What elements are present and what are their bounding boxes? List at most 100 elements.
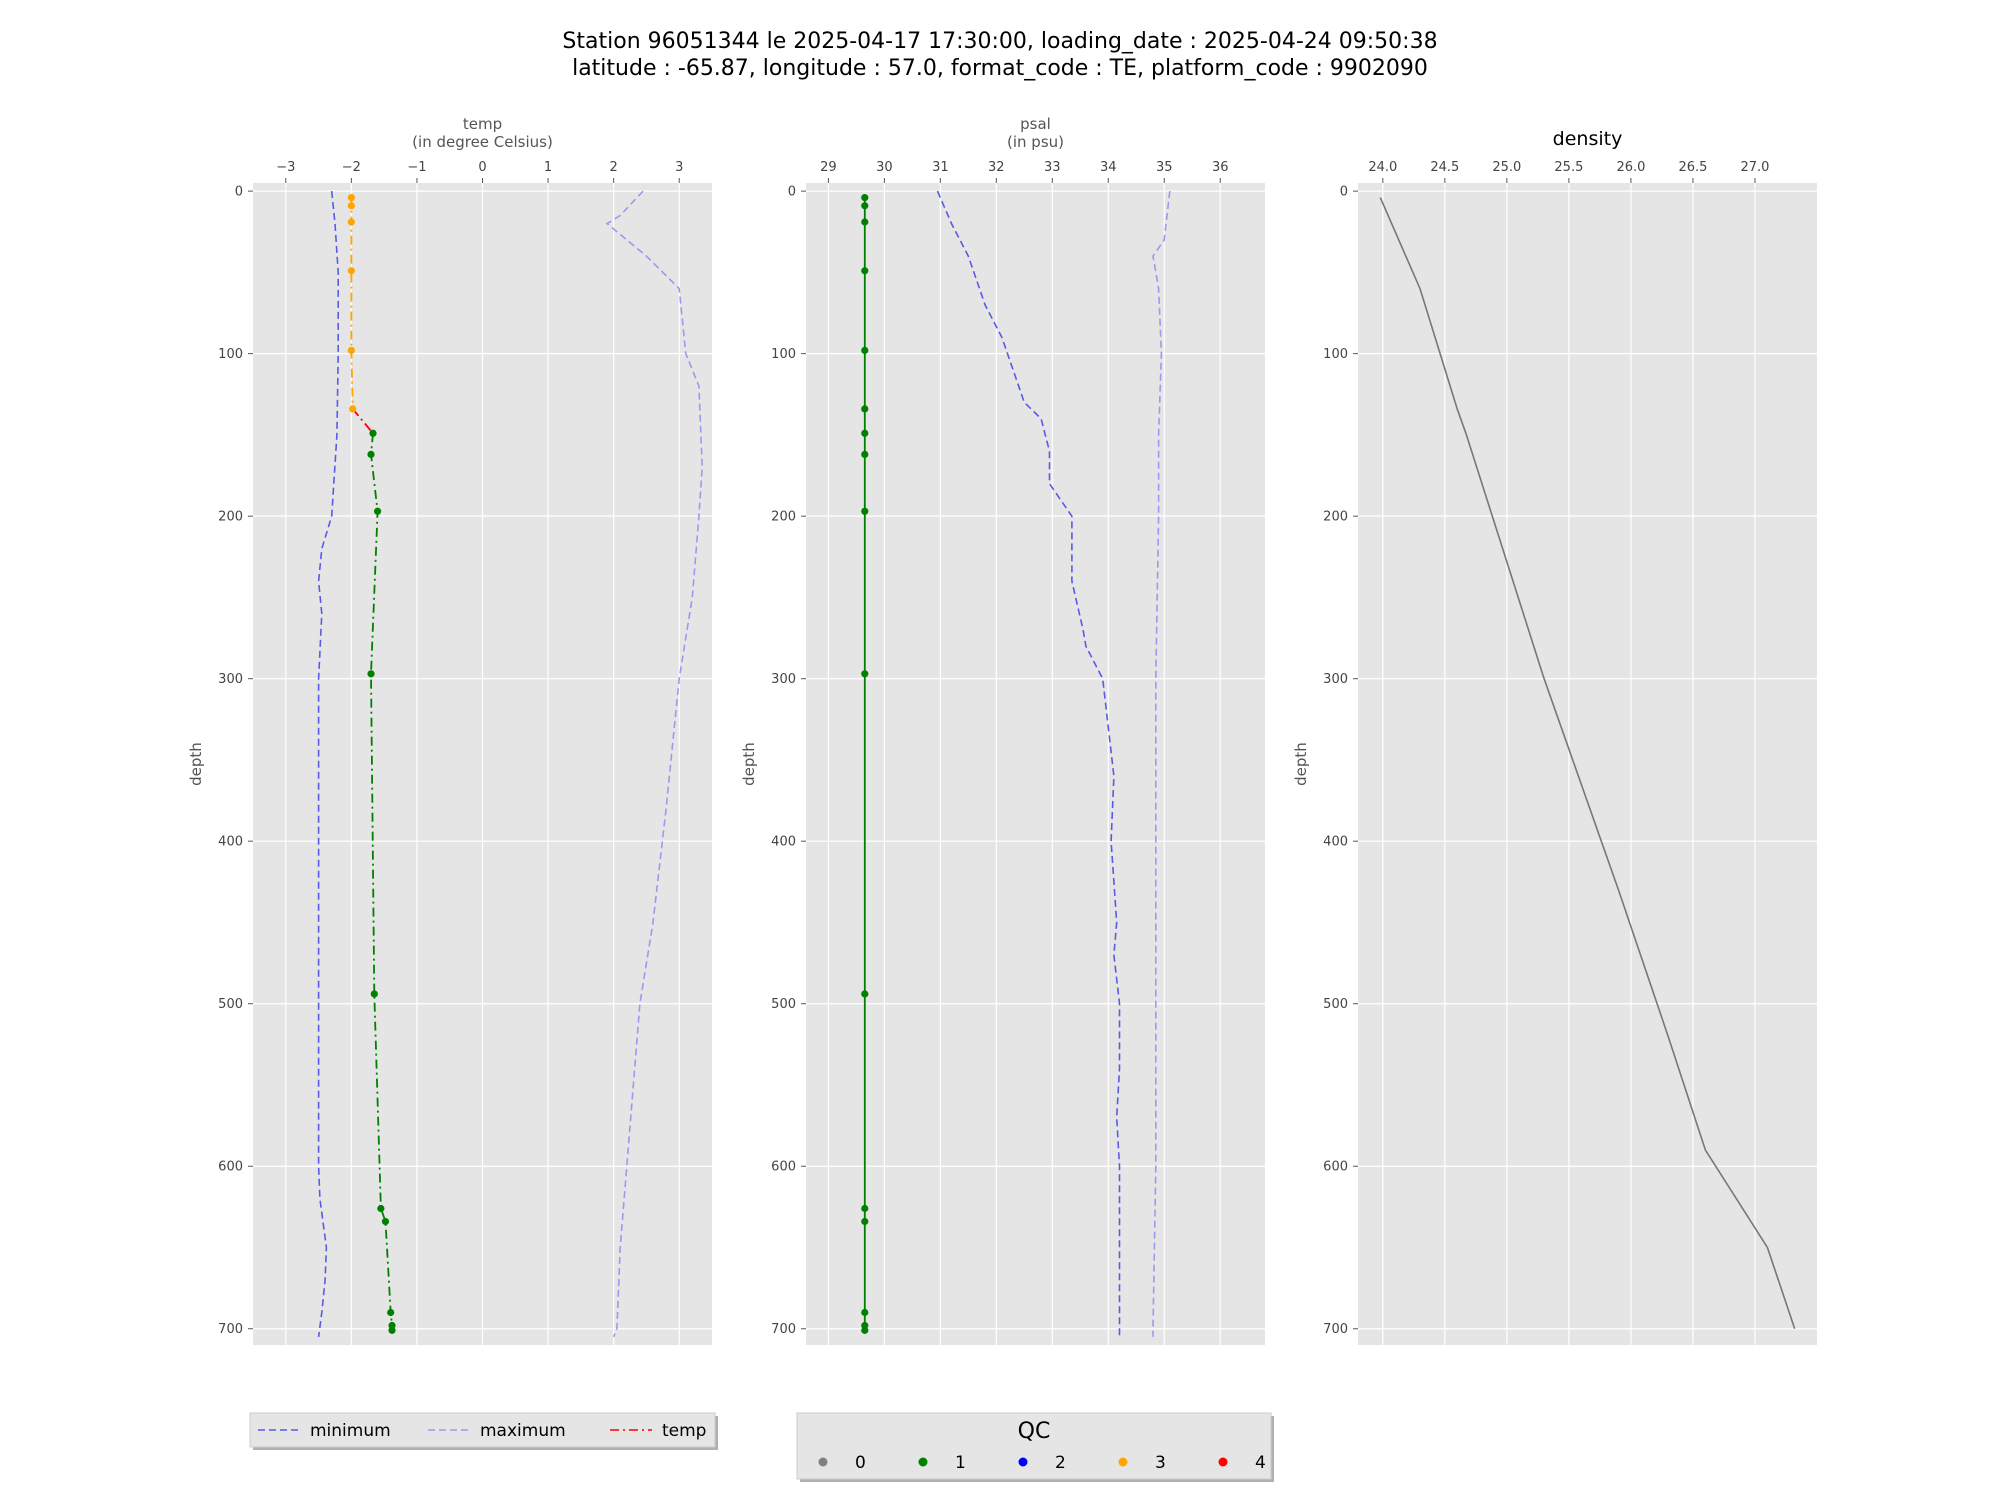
data-point-qc1 (861, 450, 869, 459)
plot-area-density (1358, 183, 1817, 1345)
qc-legend-marker-1 (918, 1457, 928, 1467)
x-tick-label: 32 (988, 160, 1005, 175)
series-minimum-line (936, 190, 1121, 1337)
data-point-qc3 (347, 346, 355, 354)
data-point-qc1 (861, 507, 869, 515)
data-point-qc1 (861, 218, 869, 226)
y-tick-label: 300 (771, 672, 796, 687)
y-tick-label: 0 (1340, 185, 1348, 200)
figure-title-line1: Station 96051344 le 2025-04-17 17:30:00,… (562, 29, 1437, 54)
series-maximum-line (605, 190, 704, 1338)
y-tick-label: 400 (1323, 835, 1348, 850)
line-legend: minimum maximum temp (249, 1412, 718, 1450)
x-axis-unit-temp: (in degree Celsius) (412, 133, 553, 151)
y-tick-label: 200 (771, 510, 796, 525)
series-temp-segment-qc1 (370, 433, 393, 1331)
data-point-qc1 (387, 1308, 395, 1317)
legend-label-minimum: minimum (310, 1421, 391, 1441)
qc-legend-label-4: 4 (1255, 1453, 1266, 1473)
plot-area-psal (806, 183, 1265, 1345)
x-tick-label: 25.5 (1554, 160, 1583, 175)
qc-legend-marker-0 (818, 1457, 828, 1467)
data-point-qc1 (369, 429, 377, 437)
qc-legend-marker-4 (1218, 1457, 1228, 1467)
data-point-qc1 (367, 450, 375, 459)
x-axis-label-psal: psal (1020, 115, 1051, 133)
x-tick-label: 1 (544, 160, 552, 175)
data-point-qc1 (861, 670, 869, 678)
panels: −3 −2 −1 0 1 2 30100200300400500600700temp(in … (187, 115, 1817, 1345)
y-tick-label: 700 (1323, 1322, 1348, 1337)
x-axis-label-temp: temp (463, 115, 502, 133)
x-tick-label: 35 (1156, 160, 1173, 175)
qc-legend: QC 0 1 2 3 4 (796, 1412, 1274, 1482)
legend-label-maximum: maximum (480, 1421, 566, 1441)
x-tick-label: 26.5 (1678, 160, 1707, 175)
data-point-qc1 (861, 429, 869, 437)
x-tick-label: −1 (407, 160, 426, 175)
panel-title-density: density (1553, 128, 1623, 150)
qc-legend-label-0: 0 (855, 1453, 866, 1473)
x-tick-label: 27.0 (1740, 160, 1769, 175)
series-temp-segment-qc4 (352, 408, 374, 434)
y-tick-label: 500 (218, 997, 243, 1012)
y-tick-label: 300 (1323, 672, 1348, 687)
qc-legend-marker-3 (1118, 1457, 1128, 1467)
x-tick-label: 0 (478, 160, 486, 175)
data-point-qc3 (347, 202, 355, 210)
x-tick-label: 31 (932, 160, 949, 175)
data-point-qc1 (373, 507, 382, 515)
x-tick-label: 34 (1100, 160, 1117, 175)
data-point-qc3 (347, 267, 355, 275)
x-tick-label: −2 (342, 160, 361, 175)
data-point-qc1 (381, 1217, 390, 1226)
qc-legend-title: QC (1018, 1419, 1051, 1444)
qc-legend-label-1: 1 (955, 1453, 966, 1473)
x-tick-label: 25.0 (1492, 160, 1521, 175)
panel-psal: 29 30 31 32 33 34 35 36 0 100 200 300 400 500 600 700 ps… (740, 115, 1265, 1345)
data-point-qc1 (861, 405, 869, 413)
data-point-qc1 (861, 194, 869, 202)
qc-legend-label-3: 3 (1155, 1453, 1166, 1473)
x-tick-label: 36 (1212, 160, 1229, 175)
x-axis-unit-psal: (in psu) (1007, 133, 1064, 151)
y-tick-label: 400 (218, 835, 243, 850)
y-tick-label: 700 (218, 1322, 243, 1337)
y-tick-label: 100 (771, 347, 796, 362)
data-point-qc3 (349, 405, 357, 413)
y-axis-label-psal: depth (740, 742, 758, 786)
y-tick-label: 600 (771, 1160, 796, 1175)
data-point-qc1 (377, 1204, 385, 1213)
data-point-qc1 (861, 1217, 869, 1226)
y-tick-label: 400 (771, 835, 796, 850)
y-tick-label: 200 (218, 510, 243, 525)
y-axis-label-density: depth (1292, 742, 1310, 786)
panel-temp: −3 −2 −1 0 1 2 3 0 100 200 300 400 500 600 700 temp(in … (187, 115, 712, 1345)
y-tick-label: 600 (218, 1160, 243, 1175)
data-point-qc1 (861, 202, 869, 210)
data-point-qc1 (861, 990, 869, 998)
y-tick-label: 700 (771, 1322, 796, 1337)
x-tick-label: 26.0 (1616, 160, 1645, 175)
qc-legend-label-2: 2 (1055, 1453, 1066, 1473)
figure-title-line2: latitude : -65.87, longitude : 57.0, for… (572, 56, 1428, 81)
y-tick-label: 500 (1323, 997, 1348, 1012)
x-tick-label: 3 (675, 160, 683, 175)
y-tick-label: 200 (1323, 510, 1348, 525)
x-tick-label: −3 (276, 160, 295, 175)
y-tick-label: 600 (1323, 1160, 1348, 1175)
x-tick-label: 30 (876, 160, 893, 175)
data-point-qc3 (347, 218, 355, 226)
data-point-qc1 (861, 1326, 869, 1334)
y-tick-label: 0 (235, 185, 243, 200)
series-density-line (1379, 197, 1796, 1329)
qc-legend-box (796, 1412, 1272, 1480)
series-minimum-line (317, 191, 340, 1338)
y-tick-label: 100 (1323, 347, 1348, 362)
y-axis-label-temp: depth (187, 742, 205, 786)
data-point-qc1 (861, 1308, 869, 1317)
x-tick-label: 24.0 (1368, 160, 1397, 175)
x-tick-label: 29 (820, 160, 837, 175)
y-tick-label: 500 (771, 997, 796, 1012)
